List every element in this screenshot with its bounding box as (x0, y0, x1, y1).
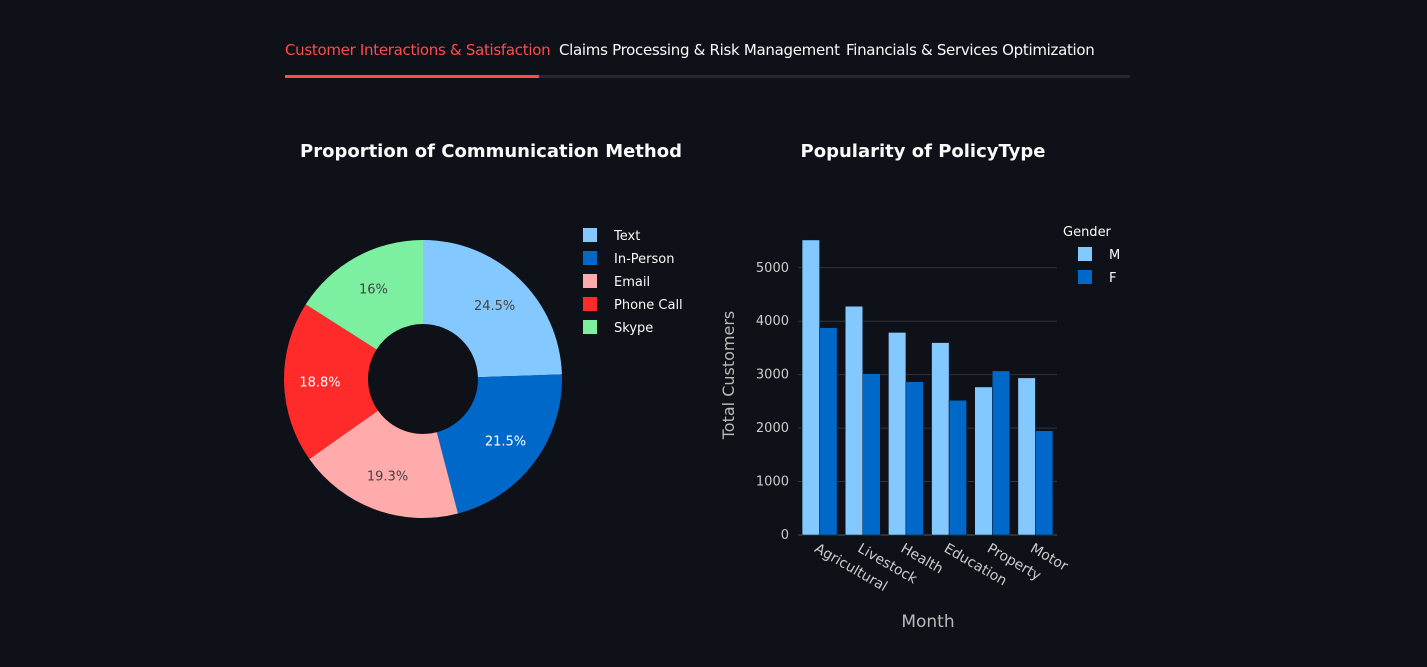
y-axis-label: Total Customers (719, 311, 738, 441)
bar-motor-f[interactable] (1035, 430, 1054, 536)
legend-label: Text (613, 229, 640, 244)
bar-chart-bars (801, 239, 1054, 536)
legend-swatch (583, 251, 597, 265)
bar-legend-title: Gender (1063, 225, 1112, 240)
bar-agricultural-m[interactable] (801, 239, 820, 536)
bar-health-m[interactable] (888, 332, 907, 536)
bar-agricultural-f[interactable] (819, 327, 838, 536)
pie-legend-item-phone-call[interactable]: Phone Call (583, 297, 683, 313)
pie-legend[interactable]: Text In-Person Email Phone Call Skype (583, 228, 683, 336)
active-tab-indicator (285, 75, 539, 78)
pie-legend-item-skype[interactable]: Skype (583, 320, 653, 336)
bar-health-f[interactable] (905, 381, 924, 536)
pie-slice-label: 24.5% (474, 299, 515, 314)
legend-swatch (583, 228, 597, 242)
pie-slices (284, 240, 562, 518)
x-axis-label: Month (901, 612, 954, 632)
pie-slice-label: 19.3% (367, 470, 408, 485)
pie-slice-text[interactable] (423, 240, 562, 378)
y-tick-label: 0 (781, 528, 789, 543)
legend-swatch (583, 297, 597, 311)
legend-swatch (1078, 247, 1092, 261)
pie-legend-item-in-person[interactable]: In-Person (583, 251, 674, 267)
pie-slice-labels: 24.5% 21.5% 19.3% 18.8% 16% (299, 283, 526, 485)
x-axis-ticks: AgriculturalLivestockHealthEducationProp… (812, 541, 1071, 595)
legend-swatch (583, 320, 597, 334)
pie-slice-label: 18.8% (299, 375, 340, 390)
tab-claims-processing[interactable]: Claims Processing & Risk Management (559, 41, 840, 59)
y-axis-ticks: 0 1000 2000 3000 4000 5000 (756, 261, 789, 543)
legend-swatch (1078, 270, 1092, 284)
tab-customer-interactions[interactable]: Customer Interactions & Satisfaction (285, 41, 551, 59)
pie-legend-item-text[interactable]: Text (583, 228, 640, 244)
legend-swatch (583, 274, 597, 288)
bar-livestock-m[interactable] (845, 305, 863, 536)
y-tick-label: 1000 (756, 475, 789, 490)
pie-slice-skype[interactable] (305, 240, 423, 350)
pie-legend-item-email[interactable]: Email (583, 274, 650, 290)
pie-chart: Proportion of Communication Method 24.5%… (284, 141, 683, 518)
bar-chart-title: Popularity of PolicyType (801, 141, 1046, 162)
legend-label: Phone Call (614, 298, 683, 313)
pie-slice-label: 21.5% (485, 435, 526, 450)
legend-label: Email (614, 275, 650, 290)
tab-financials-services[interactable]: Financials & Services Optimization (846, 41, 1095, 59)
tab-bar: Customer Interactions & Satisfaction Cla… (285, 30, 1130, 78)
pie-slice-email[interactable] (309, 410, 458, 518)
bar-chart-gridlines (798, 267, 1057, 536)
bar-legend[interactable]: Gender MF (1063, 225, 1120, 286)
bar-education-f[interactable] (948, 400, 967, 536)
y-tick-label: 3000 (756, 368, 789, 383)
pie-slice-phone-call[interactable] (284, 304, 379, 460)
legend-label: F (1109, 271, 1116, 286)
y-tick-label: 5000 (756, 261, 789, 276)
bar-legend-item-f[interactable]: F (1078, 270, 1116, 286)
bar-livestock-f[interactable] (862, 373, 881, 536)
pie-slice-in-person[interactable] (436, 374, 562, 514)
bar-property-m[interactable] (974, 386, 993, 536)
bar-legend-item-m[interactable]: M (1078, 247, 1120, 263)
bar-property-f[interactable] (992, 370, 1010, 536)
y-tick-label: 4000 (756, 314, 789, 329)
pie-slice-label: 16% (359, 283, 388, 298)
bar-motor-m[interactable] (1017, 377, 1036, 536)
y-tick-label: 2000 (756, 421, 789, 436)
legend-label: In-Person (614, 252, 674, 267)
pie-chart-title: Proportion of Communication Method (300, 141, 682, 162)
bar-education-m[interactable] (931, 342, 950, 536)
bar-chart: Popularity of PolicyType 0 1000 2000 3000 40… (719, 141, 1120, 632)
legend-label: M (1109, 248, 1120, 263)
legend-label: Skype (614, 321, 653, 336)
